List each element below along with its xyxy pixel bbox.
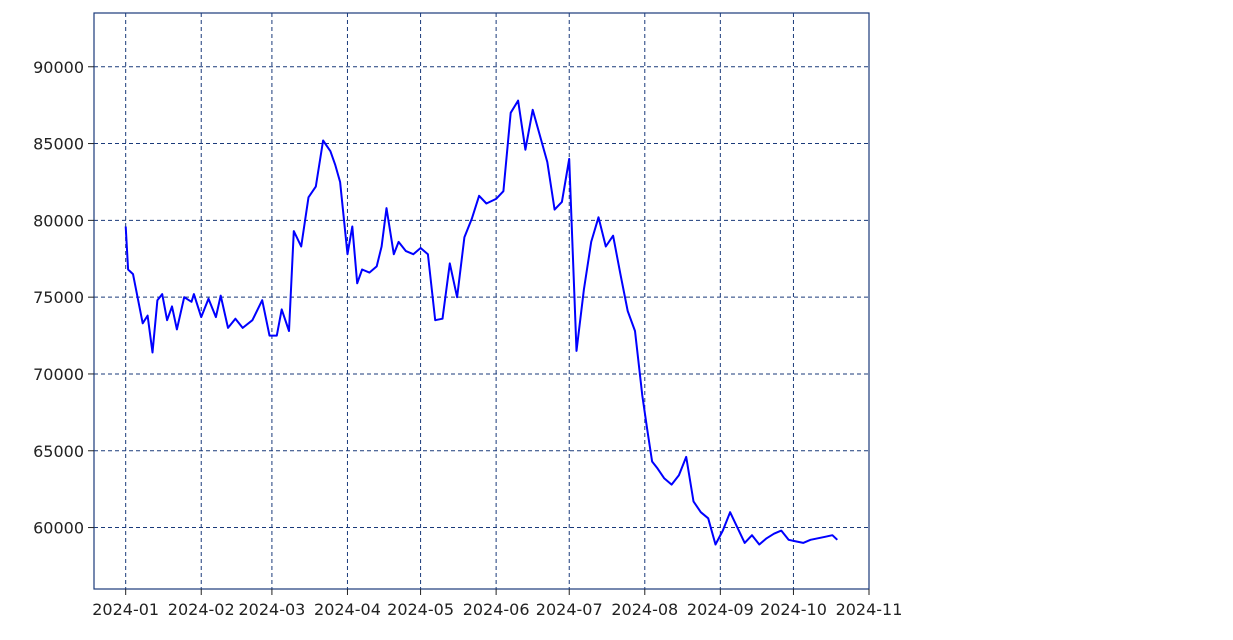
y-tick-label: 70000 (33, 365, 84, 384)
x-tick-label: 2024-04 (314, 600, 381, 619)
y-tick-label: 65000 (33, 442, 84, 461)
y-tick-label: 85000 (33, 135, 84, 154)
x-tick-label: 2024-02 (168, 600, 235, 619)
x-tick-label: 2024-05 (387, 600, 454, 619)
axes-frame (93, 12, 870, 590)
x-tick-label: 2024-11 (836, 600, 903, 619)
x-tick-label: 2024-09 (687, 600, 754, 619)
y-tick-label: 75000 (33, 288, 84, 307)
x-tick-label: 2024-06 (463, 600, 530, 619)
y-tick-label: 90000 (33, 58, 84, 77)
y-tick-label: 80000 (33, 211, 84, 230)
series-line-price (124, 99, 838, 546)
plot-area (94, 13, 869, 589)
x-tick-label: 2024-01 (92, 600, 159, 619)
x-tick-label: 2024-03 (238, 600, 305, 619)
x-tick-label: 2024-08 (611, 600, 678, 619)
y-tick-label: 60000 (33, 519, 84, 538)
x-tick-label: 2024-07 (536, 600, 603, 619)
x-tick-label: 2024-10 (760, 600, 827, 619)
